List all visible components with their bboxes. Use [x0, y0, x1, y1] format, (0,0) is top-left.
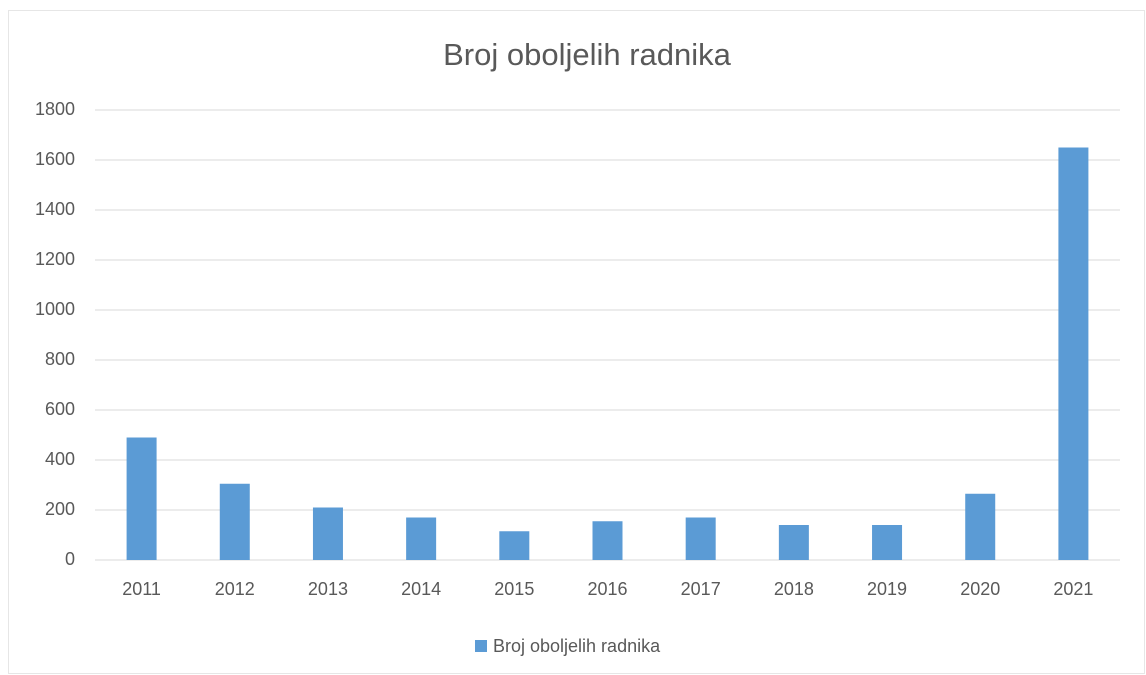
x-tick-label: 2013	[308, 579, 348, 599]
x-tick-label: 2015	[494, 579, 534, 599]
x-tick-label: 2018	[774, 579, 814, 599]
bar	[872, 525, 903, 560]
y-tick-label: 1000	[35, 299, 75, 319]
y-tick-label: 800	[45, 349, 75, 369]
bar	[965, 493, 996, 560]
bar	[126, 437, 157, 560]
bar	[778, 525, 809, 560]
bar	[219, 483, 250, 560]
x-tick-label: 2014	[401, 579, 441, 599]
x-tick-label: 2020	[960, 579, 1000, 599]
x-tick-label: 2021	[1053, 579, 1093, 599]
x-tick-label: 2016	[587, 579, 627, 599]
y-tick-label: 200	[45, 499, 75, 519]
x-tick-label: 2011	[122, 579, 161, 599]
bar	[406, 517, 437, 560]
chart-frame	[8, 10, 1145, 674]
bar	[1058, 147, 1089, 560]
y-tick-label: 1800	[35, 99, 75, 119]
y-tick-label: 600	[45, 399, 75, 419]
y-tick-label: 1400	[35, 199, 75, 219]
bar	[499, 531, 530, 560]
x-tick-label: 2017	[681, 579, 721, 599]
y-tick-label: 0	[65, 549, 75, 569]
y-tick-label: 400	[45, 449, 75, 469]
chart-title: Broj oboljelih radnika	[443, 37, 732, 72]
bar	[312, 507, 343, 560]
y-tick-label: 1600	[35, 149, 75, 169]
bar	[592, 521, 623, 560]
bar	[685, 517, 716, 560]
legend-swatch	[475, 640, 487, 652]
y-tick-label: 1200	[35, 249, 75, 269]
x-tick-label: 2019	[867, 579, 907, 599]
x-tick-label: 2012	[215, 579, 255, 599]
legend-label: Broj oboljelih radnika	[493, 636, 661, 656]
